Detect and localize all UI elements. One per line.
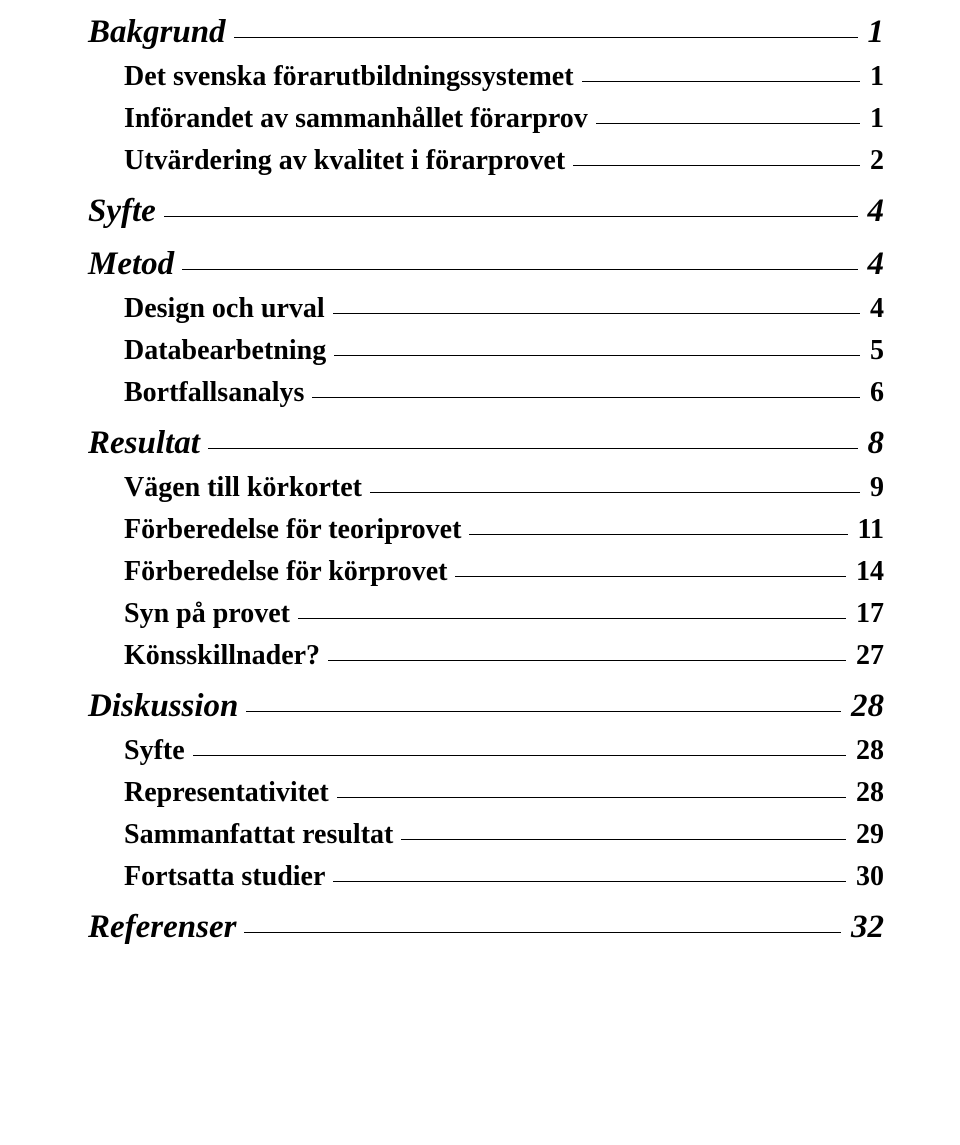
toc-entry-label: Design och urval xyxy=(124,295,331,323)
toc-entry-page: 30 xyxy=(850,863,884,891)
toc-entry-label: Förberedelse för körprovet xyxy=(124,558,453,586)
toc-entry-label: Fortsatta studier xyxy=(124,863,331,891)
table-of-contents: Bakgrund1Det svenska förarutbildningssys… xyxy=(88,16,884,944)
toc-leader-line xyxy=(455,576,846,577)
toc-entry-page: 28 xyxy=(850,779,884,807)
toc-leader-line xyxy=(333,313,860,314)
toc-entry: Databearbetning 5 xyxy=(88,337,884,365)
toc-entry-label: Representativitet xyxy=(124,779,335,807)
toc-entry-label: Bortfallsanalys xyxy=(124,379,310,407)
toc-entry: Referenser 32 xyxy=(88,911,884,944)
toc-leader-line xyxy=(370,492,860,493)
toc-leader-line xyxy=(193,755,846,756)
toc-entry: Metod 4 xyxy=(88,248,884,281)
toc-leader-line xyxy=(573,165,860,166)
toc-entry-label: Metod xyxy=(88,248,180,281)
toc-leader-line xyxy=(312,397,860,398)
toc-leader-line xyxy=(469,534,847,535)
toc-entry-label: Databearbetning xyxy=(124,337,332,365)
toc-entry-label: Syfte xyxy=(124,737,191,765)
toc-leader-line xyxy=(401,839,846,840)
toc-entry-page: 4 xyxy=(862,195,885,228)
toc-leader-line xyxy=(334,355,860,356)
toc-leader-line xyxy=(337,797,846,798)
toc-entry: Diskussion 28 xyxy=(88,690,884,723)
toc-leader-line xyxy=(164,216,858,217)
toc-entry-page: 9 xyxy=(864,474,884,502)
toc-entry-page: 32 xyxy=(845,911,884,944)
toc-entry: Syfte 4 xyxy=(88,195,884,228)
toc-entry: Införandet av sammanhållet förarprov 1 xyxy=(88,105,884,133)
toc-entry-label: Vägen till körkortet xyxy=(124,474,368,502)
toc-entry-page: 28 xyxy=(850,737,884,765)
toc-leader-line xyxy=(182,269,857,270)
toc-entry: Vägen till körkortet 9 xyxy=(88,474,884,502)
toc-entry: Representativitet 28 xyxy=(88,779,884,807)
toc-entry: Sammanfattat resultat 29 xyxy=(88,821,884,849)
toc-entry-label: Referenser xyxy=(88,911,242,944)
toc-leader-line xyxy=(328,660,846,661)
toc-entry-label: Könsskillnader? xyxy=(124,642,326,670)
toc-entry: Det svenska förarutbildningssystemet 1 xyxy=(88,63,884,91)
toc-entry: Förberedelse för teoriprovet 11 xyxy=(88,516,884,544)
toc-entry-page: 1 xyxy=(864,63,884,91)
toc-entry: Resultat 8 xyxy=(88,427,884,460)
toc-leader-line xyxy=(234,37,858,38)
toc-entry-page: 6 xyxy=(864,379,884,407)
toc-leader-line xyxy=(244,932,841,933)
toc-entry-page: 8 xyxy=(862,427,885,460)
toc-leader-line xyxy=(596,123,860,124)
toc-entry-page: 4 xyxy=(862,248,885,281)
toc-entry-page: 1 xyxy=(864,105,884,133)
toc-entry-page: 1 xyxy=(862,16,885,49)
toc-entry-label: Det svenska förarutbildningssystemet xyxy=(124,63,580,91)
toc-entry-page: 28 xyxy=(845,690,884,723)
toc-entry-label: Syfte xyxy=(88,195,162,228)
toc-entry: Design och urval 4 xyxy=(88,295,884,323)
toc-entry: Syn på provet 17 xyxy=(88,600,884,628)
toc-entry: Könsskillnader? 27 xyxy=(88,642,884,670)
toc-leader-line xyxy=(333,881,846,882)
toc-entry: Bortfallsanalys 6 xyxy=(88,379,884,407)
toc-leader-line xyxy=(298,618,846,619)
toc-entry-label: Syn på provet xyxy=(124,600,296,628)
toc-leader-line xyxy=(582,81,860,82)
toc-entry: Bakgrund 1 xyxy=(88,16,884,49)
toc-entry: Fortsatta studier 30 xyxy=(88,863,884,891)
toc-entry-label: Sammanfattat resultat xyxy=(124,821,399,849)
toc-entry: Syfte 28 xyxy=(88,737,884,765)
toc-entry: Utvärdering av kvalitet i förarprovet 2 xyxy=(88,147,884,175)
toc-entry-label: Resultat xyxy=(88,427,206,460)
toc-entry-label: Bakgrund xyxy=(88,16,232,49)
toc-leader-line xyxy=(246,711,841,712)
toc-entry: Förberedelse för körprovet 14 xyxy=(88,558,884,586)
toc-entry-label: Utvärdering av kvalitet i förarprovet xyxy=(124,147,571,175)
toc-entry-page: 17 xyxy=(850,600,884,628)
toc-entry-page: 29 xyxy=(850,821,884,849)
toc-entry-page: 27 xyxy=(850,642,884,670)
toc-entry-label: Förberedelse för teoriprovet xyxy=(124,516,467,544)
toc-entry-page: 14 xyxy=(850,558,884,586)
toc-entry-label: Införandet av sammanhållet förarprov xyxy=(124,105,594,133)
toc-entry-page: 4 xyxy=(864,295,884,323)
toc-entry-page: 5 xyxy=(864,337,884,365)
toc-entry-label: Diskussion xyxy=(88,690,244,723)
toc-entry-page: 11 xyxy=(852,516,884,544)
toc-leader-line xyxy=(208,448,858,449)
toc-entry-page: 2 xyxy=(864,147,884,175)
